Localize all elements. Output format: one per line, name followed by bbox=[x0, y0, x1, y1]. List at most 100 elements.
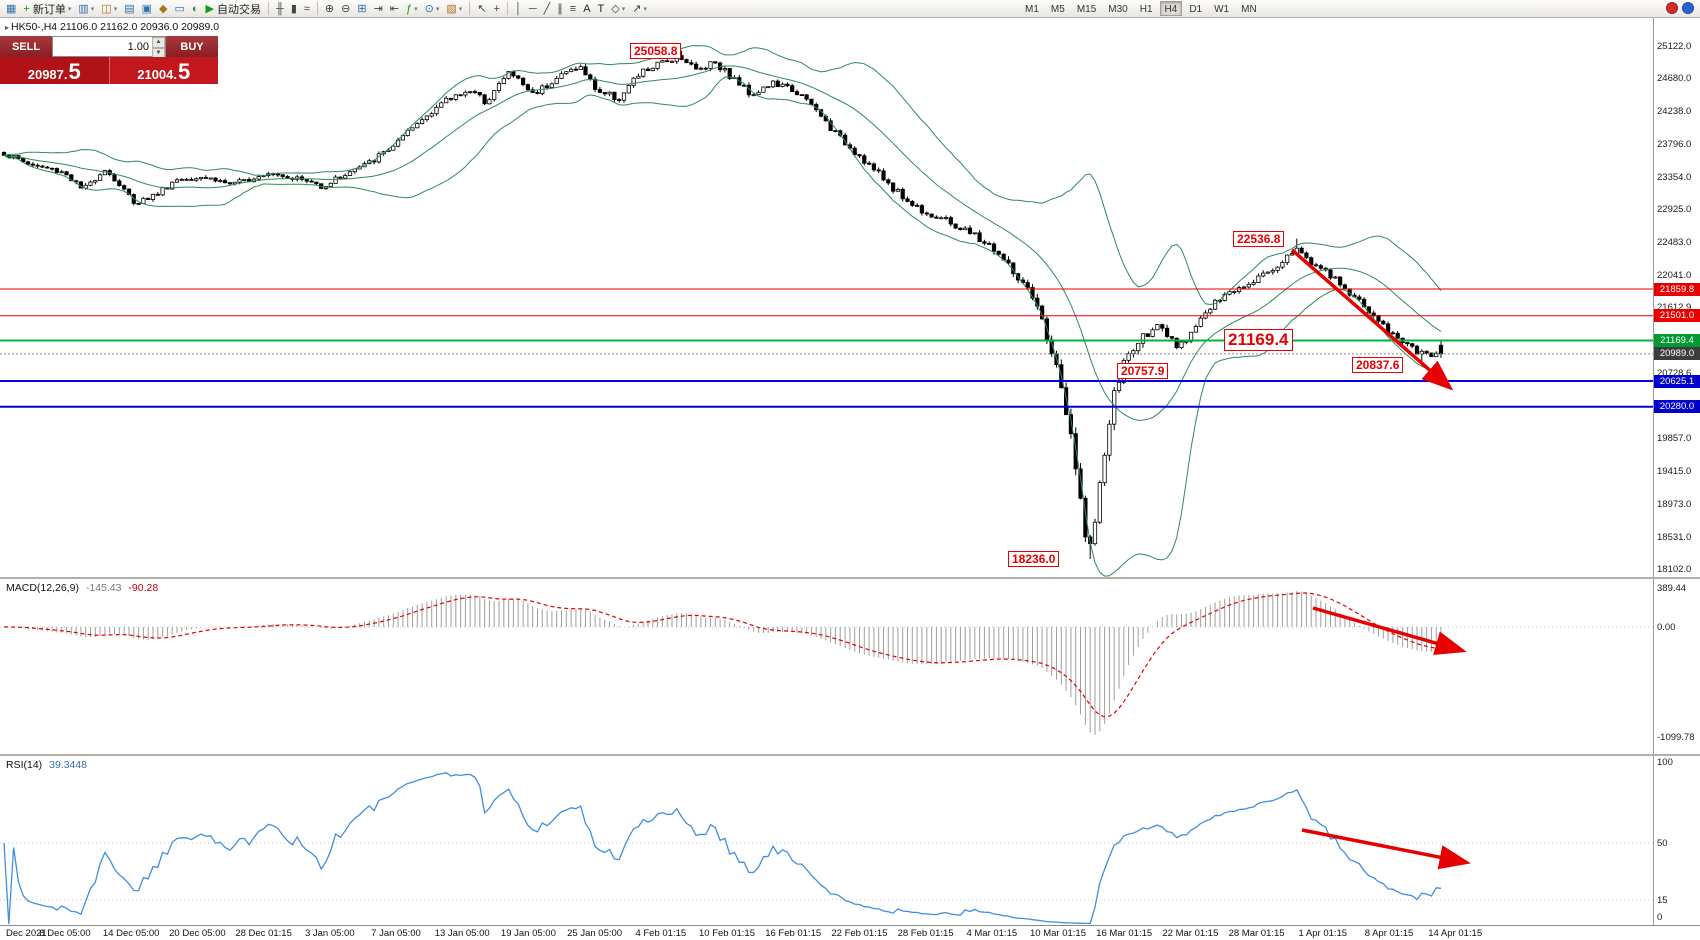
navigator-icon[interactable]: ◆ bbox=[156, 1, 170, 17]
fibonacci-icon[interactable]: ≡ bbox=[567, 1, 579, 17]
auto-trading-icon: ▶ bbox=[205, 2, 215, 15]
buy-price-main: 21004. bbox=[137, 66, 177, 82]
macd-axis-label: -1099.78 bbox=[1657, 731, 1695, 743]
volume-input[interactable] bbox=[53, 37, 152, 56]
timeframe-w1[interactable]: W1 bbox=[1214, 4, 1230, 15]
current-price-axis-label: 20989.0 bbox=[1654, 347, 1700, 361]
vertical-line-icon[interactable]: │ bbox=[512, 1, 525, 17]
metaquotes-icon[interactable] bbox=[1666, 2, 1678, 14]
community-icon[interactable] bbox=[1682, 2, 1694, 14]
fibonacci-icon: ≡ bbox=[569, 2, 577, 15]
data-window-icon[interactable]: ▣ bbox=[139, 1, 155, 17]
tile-windows-icon[interactable]: ⊞ bbox=[354, 1, 369, 17]
periods-icon[interactable]: ⊙ ▾ bbox=[422, 1, 443, 17]
text-tool-button[interactable]: A bbox=[580, 1, 593, 17]
candlestick-icon: ▮ bbox=[290, 2, 297, 15]
buy-button[interactable]: BUY bbox=[166, 36, 218, 57]
arrow-objects-icon[interactable]: ↗ ▾ bbox=[629, 1, 650, 17]
time-axis-label: 10 Mar 01:15 bbox=[1030, 928, 1086, 939]
channel-icon[interactable]: ∥ bbox=[554, 1, 566, 17]
label-tool-button[interactable]: T bbox=[595, 1, 608, 17]
price-annotation[interactable]: 21169.4 bbox=[1224, 329, 1293, 352]
time-axis-label: 14 Apr 01:15 bbox=[1428, 928, 1483, 939]
price-line-axis-label[interactable]: 21169.4 bbox=[1654, 333, 1700, 347]
symbol-ohlc-info: ▸ HK50-,H4 21106.0 21162.0 20936.0 20989.… bbox=[5, 21, 219, 33]
auto-trading-button[interactable]: ▶ 自动交易 bbox=[203, 1, 264, 17]
price-line-axis-label[interactable]: 20625.1 bbox=[1654, 374, 1700, 388]
price-line-axis-label[interactable]: 21501.0 bbox=[1654, 309, 1700, 323]
market-watch-icon: ▤ bbox=[124, 2, 135, 15]
price-line-axis-label[interactable]: 21859.8 bbox=[1654, 282, 1700, 296]
terminal-icon[interactable]: ▭ bbox=[171, 1, 187, 17]
time-axis-label: 14 Dec 05:00 bbox=[102, 928, 160, 939]
price-axis-label: 24238.0 bbox=[1657, 106, 1692, 118]
indicators-icon: ƒ bbox=[406, 2, 413, 15]
timeframe-m15[interactable]: M15 bbox=[1076, 4, 1097, 15]
price-line-axis-label[interactable]: 20280.0 bbox=[1654, 400, 1700, 414]
candlestick-icon[interactable]: ▮ bbox=[288, 1, 300, 17]
bar-chart-icon[interactable]: ╫ bbox=[273, 1, 287, 17]
volume-spinner: ▲ ▼ bbox=[152, 37, 165, 59]
rsi-axis-label: 15 bbox=[1657, 894, 1668, 906]
auto-scroll-icon: ⇥ bbox=[373, 2, 383, 15]
sell-price-display[interactable]: 20987. 5 bbox=[0, 57, 109, 84]
charts-menu-icon: ▥ bbox=[78, 2, 89, 15]
macd-panel-separator[interactable] bbox=[0, 577, 1700, 579]
tile-windows-icon: ⊞ bbox=[357, 2, 367, 15]
terminal-icon: ▭ bbox=[174, 2, 185, 15]
new-order-icon: + bbox=[23, 2, 30, 15]
buy-price-display[interactable]: 21004. 5 bbox=[108, 57, 218, 85]
timeframe-mn[interactable]: MN bbox=[1241, 4, 1257, 15]
macd-main-value: -145.43 bbox=[85, 582, 122, 594]
cursor-icon: ↖ bbox=[477, 2, 487, 15]
price-annotation[interactable]: 22536.8 bbox=[1233, 230, 1285, 247]
templates-icon[interactable]: ▨ ▾ bbox=[443, 1, 465, 17]
chevron-down-icon: ▾ bbox=[113, 5, 118, 13]
new-order-button[interactable]: + 新订单 ▾ bbox=[20, 1, 74, 17]
time-axis-label: 1 Apr 01:15 bbox=[1298, 928, 1348, 939]
cursor-icon[interactable]: ↖ bbox=[474, 1, 489, 17]
macd-axis-label: 389.44 bbox=[1657, 582, 1687, 594]
chart-shift-icon: ⇤ bbox=[389, 2, 400, 15]
profiles-icon[interactable]: ◫ ▾ bbox=[98, 1, 120, 17]
sell-button[interactable]: SELL bbox=[0, 36, 52, 57]
charts-menu-icon[interactable]: ▥ ▾ bbox=[75, 1, 97, 17]
chevron-down-icon: ▾ bbox=[621, 5, 626, 13]
indicators-icon[interactable]: ƒ ▾ bbox=[403, 1, 421, 17]
price-annotation[interactable]: 20757.9 bbox=[1117, 363, 1169, 380]
auto-trading-button-label: 自动交易 bbox=[217, 3, 262, 16]
zoom-in-icon[interactable]: ⊕ bbox=[322, 1, 337, 17]
timeframe-m1[interactable]: M1 bbox=[1025, 4, 1039, 15]
price-annotation[interactable]: 20837.6 bbox=[1352, 357, 1404, 374]
timeframe-h4[interactable]: H4 bbox=[1159, 1, 1183, 16]
market-watch-icon[interactable]: ▤ bbox=[121, 1, 137, 17]
price-annotation[interactable]: 18236.0 bbox=[1008, 551, 1060, 568]
time-axis-label: 8 Apr 01:15 bbox=[1364, 928, 1414, 939]
timeframe-d1[interactable]: D1 bbox=[1189, 4, 1203, 15]
chart-shift-icon[interactable]: ⇤ bbox=[387, 1, 402, 17]
buy-price-big-digit: 5 bbox=[178, 59, 191, 85]
volume-up-button[interactable]: ▲ bbox=[152, 37, 165, 48]
trendline-icon[interactable]: ╱ bbox=[541, 1, 554, 17]
timeframe-m5[interactable]: M5 bbox=[1050, 4, 1065, 15]
new-order-button-label: 新订单 bbox=[32, 3, 66, 16]
zoom-out-icon[interactable]: ⊖ bbox=[338, 1, 353, 17]
line-chart-icon[interactable]: ≈ bbox=[301, 1, 313, 17]
crosshair-icon[interactable]: + bbox=[491, 1, 503, 17]
price-annotation[interactable]: 25058.8 bbox=[630, 42, 682, 59]
trade-widget-prices: 20987. 5 21004. 5 bbox=[0, 57, 218, 84]
horizontal-line-icon[interactable]: ─ bbox=[526, 1, 540, 17]
new-chart-icon[interactable]: ▦ bbox=[3, 1, 19, 17]
auto-scroll-icon[interactable]: ⇥ bbox=[371, 1, 386, 17]
timeframe-m30[interactable]: M30 bbox=[1108, 4, 1128, 15]
macd-signal-value: -90.28 bbox=[128, 582, 159, 594]
time-axis[interactable]: Dec 2021 8 Dec 05:00 14 Dec 05:00 20 Dec 05… bbox=[0, 925, 1700, 940]
horizontal-line-icon: ─ bbox=[528, 2, 537, 15]
timeframe-h1[interactable]: H1 bbox=[1139, 4, 1153, 15]
toolbar-separator bbox=[506, 2, 508, 15]
toolbar-items: ▦ + 新订单 ▾ ▥ ▾ ◫ ▾ ▤ ▣ ◆ ▭ ◐ ▶ 自动交易 ╫ ▮ ≈ ⊕ ⊖ ⊞ ⇥ ⇤ ƒ ▾ ⊙ ▾ ▨ ▾ ↖ + │ ─ ╱ ∥… bbox=[0, 1, 650, 17]
rsi-panel-separator[interactable] bbox=[0, 754, 1700, 756]
shapes-tool-icon[interactable]: ◇ ▾ bbox=[608, 1, 628, 17]
strategy-tester-icon[interactable]: ◐ bbox=[189, 1, 202, 17]
